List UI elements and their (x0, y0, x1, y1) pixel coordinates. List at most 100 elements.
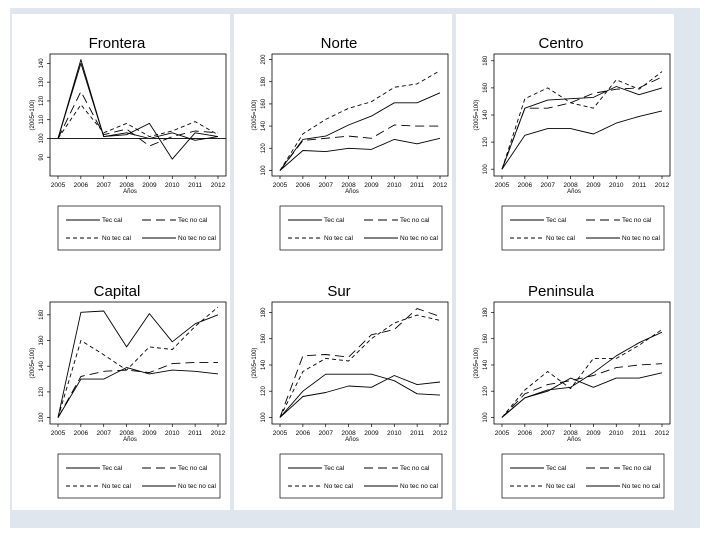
series-line (501, 71, 663, 170)
x-tick-label: 2012 (655, 430, 670, 437)
x-tick-label: 2005 (495, 182, 510, 189)
x-tick-label: 2011 (188, 430, 202, 437)
series-line (279, 137, 441, 171)
x-tick-label: 2005 (51, 182, 66, 189)
x-tick-label: 2011 (410, 430, 424, 437)
x-tick-label: 2012 (211, 182, 226, 189)
x-tick-label: 2007 (540, 430, 555, 437)
chart-title: Centro (538, 35, 583, 52)
x-tick-label: 2008 (563, 430, 578, 437)
x-tick-label: 2012 (211, 430, 226, 437)
plot-area (271, 301, 449, 425)
y-tick-label: 160 (39, 335, 45, 346)
x-tick-label: 2010 (387, 182, 402, 189)
x-axis-label: Años (345, 189, 359, 195)
legend-label: Tec no cal (622, 465, 652, 472)
legend-label: No tec cal (546, 483, 575, 490)
x-tick-label: 2010 (609, 430, 624, 437)
x-tick-label: 2008 (341, 182, 356, 189)
y-tick-label: 140 (261, 120, 267, 131)
plot-area (493, 301, 671, 425)
legend-box (279, 205, 443, 251)
x-tick-label: 2006 (74, 430, 89, 437)
legend-label: Tec cal (102, 465, 123, 472)
y-tick-label: 100 (483, 164, 489, 175)
y-axis-label: (2005=100) (252, 100, 258, 131)
series-line (501, 372, 663, 418)
legend-label: Tec cal (546, 217, 567, 224)
series-line (57, 306, 219, 418)
y-tick-label: 120 (39, 386, 45, 397)
x-tick-label: 2005 (495, 430, 510, 437)
y-tick-label: 180 (483, 307, 489, 318)
series-line (279, 375, 441, 418)
x-tick-label: 2006 (518, 182, 533, 189)
x-axis-label: Años (567, 437, 581, 443)
x-tick-label: 2008 (341, 430, 356, 437)
x-tick-label: 2006 (74, 182, 89, 189)
y-tick-label: 120 (261, 386, 267, 397)
x-tick-label: 2007 (318, 182, 333, 189)
y-tick-label: 200 (261, 54, 267, 65)
y-tick-label: 180 (261, 76, 267, 87)
y-tick-label: 140 (39, 58, 45, 69)
y-tick-label: 100 (261, 412, 267, 423)
y-tick-label: 180 (261, 307, 267, 318)
legend-box (57, 205, 221, 251)
x-tick-label: 2009 (142, 430, 157, 437)
y-tick-label: 140 (483, 359, 489, 370)
series-line (57, 361, 218, 418)
x-tick-label: 2011 (632, 182, 646, 189)
x-tick-label: 2012 (433, 182, 448, 189)
chart-panel: Peninsula 100 120 140 160 180 (2005=100) 2005 20… (456, 262, 674, 510)
y-tick-label: 140 (39, 361, 45, 372)
y-tick-label: 180 (483, 55, 489, 66)
y-tick-label: 100 (261, 165, 267, 176)
chart-title: Capital (94, 283, 141, 300)
chart-panel: Frontera 90 100 110 120 130 140 (2005=100) 2005 2… (12, 14, 230, 262)
plot-area (493, 53, 671, 177)
y-tick-label: 110 (39, 114, 45, 124)
x-tick-label: 2011 (632, 430, 646, 437)
x-tick-label: 2012 (433, 430, 448, 437)
legend-label: Tec no cal (400, 217, 430, 224)
x-tick-label: 2008 (119, 182, 134, 189)
legend-box (57, 453, 221, 499)
series-line (501, 86, 663, 170)
x-tick-label: 2009 (364, 182, 379, 189)
chart-title: Frontera (89, 35, 146, 52)
x-tick-label: 2006 (518, 430, 533, 437)
x-tick-label: 2005 (273, 430, 288, 437)
y-axis-label: (2005=100) (30, 348, 36, 379)
legend-label: No tec no cal (622, 483, 660, 490)
x-tick-label: 2008 (563, 182, 578, 189)
legend-label: No tec no cal (622, 235, 660, 242)
legend-label: Tec no cal (178, 465, 208, 472)
x-tick-label: 2010 (165, 182, 180, 189)
plot-area (49, 301, 227, 425)
y-tick-label: 120 (483, 386, 489, 397)
x-axis-label: Años (345, 437, 359, 443)
plot-area (49, 53, 227, 177)
legend-label: Tec cal (324, 217, 345, 224)
y-tick-label: 140 (483, 109, 489, 120)
legend-label: No tec no cal (178, 483, 216, 490)
y-tick-label: 100 (39, 412, 45, 423)
x-axis-label: Años (123, 189, 137, 195)
legend-label: Tec no cal (400, 465, 430, 472)
x-tick-label: 2007 (318, 430, 333, 437)
legend-label: No tec cal (102, 235, 131, 242)
chart-panel: Sur 100 120 140 160 180 (2005=100) 2005 2006 2007… (234, 262, 452, 510)
series-line (57, 62, 219, 141)
legend-label: No tec no cal (400, 483, 438, 490)
x-tick-label: 2007 (96, 182, 111, 189)
x-tick-label: 2009 (364, 430, 379, 437)
x-axis-label: Años (123, 437, 137, 443)
x-tick-label: 2009 (142, 182, 157, 189)
x-tick-label: 2008 (119, 430, 134, 437)
x-tick-label: 2006 (296, 430, 311, 437)
legend-label: No tec no cal (400, 235, 438, 242)
series-line (501, 329, 663, 418)
y-tick-label: 120 (483, 136, 489, 147)
